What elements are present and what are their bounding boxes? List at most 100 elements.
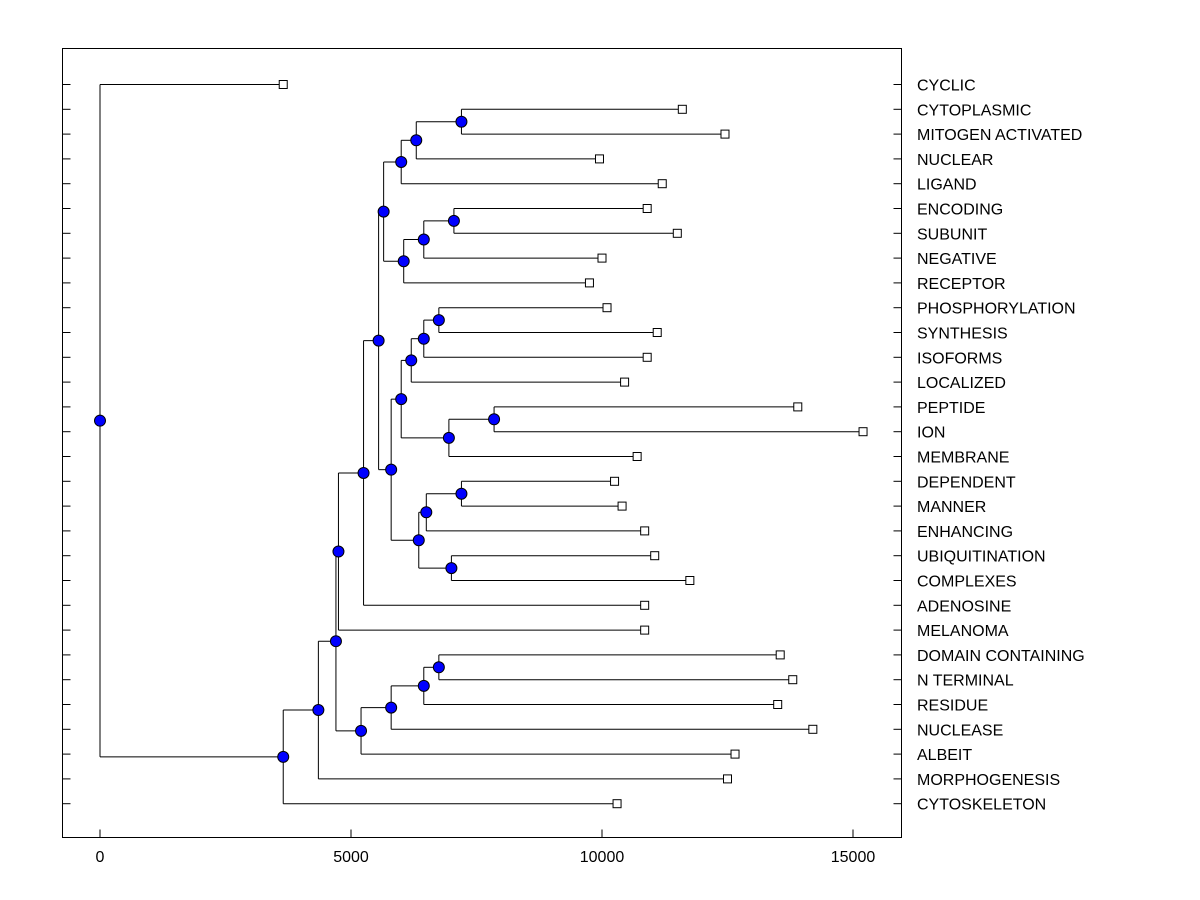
leaf-label: MORPHOGENESIS <box>917 772 1060 789</box>
leaf-marker <box>685 576 695 585</box>
merge-node <box>329 635 342 648</box>
leaf-label: NUCLEAR <box>917 152 993 169</box>
merge-node <box>385 701 398 714</box>
leaf-marker <box>610 476 620 486</box>
merge-node <box>312 704 325 717</box>
leaf-label: UBIQUITINATION <box>917 549 1046 566</box>
merge-node <box>455 487 468 500</box>
merge-node-markers <box>94 115 501 763</box>
merge-node <box>405 354 418 367</box>
leaf-label: COMPLEXES <box>917 574 1017 591</box>
leaf-label: DOMAIN CONTAINING <box>917 648 1085 665</box>
leaf-label: PHOSPHORYLATION <box>917 301 1076 318</box>
leaf-label: MITOGEN ACTIVATED <box>917 127 1082 144</box>
leaf-marker <box>808 724 818 734</box>
leaf-markers <box>278 80 868 809</box>
leaf-label: ISOFORMS <box>917 350 1002 367</box>
leaf-label: N TERMINAL <box>917 673 1014 690</box>
leaf-marker <box>788 675 798 685</box>
leaf-marker <box>617 501 627 511</box>
leaf-marker <box>584 278 594 288</box>
x-tick-label: 5000 <box>333 849 369 866</box>
x-tick-label: 10000 <box>580 849 625 866</box>
leaf-label: RECEPTOR <box>917 276 1006 293</box>
merge-node <box>332 545 345 558</box>
x-axis-tick-labels: 0 5000 10000 15000 <box>96 849 876 866</box>
merge-node <box>410 134 423 147</box>
leaf-labels: CYCLIC CYTOPLASMIC MITOGEN ACTIVATED NUCLEA… <box>917 78 1085 814</box>
leaf-marker <box>650 551 660 561</box>
dendrogram-branches <box>99 84 864 805</box>
bottom-tick-marks <box>99 829 854 838</box>
leaf-marker <box>775 650 785 660</box>
leaf-marker <box>597 253 607 263</box>
leaf-marker <box>640 526 650 536</box>
leaf-marker <box>620 377 630 387</box>
merge-node <box>432 314 445 327</box>
leaf-label: NEGATIVE <box>917 251 997 268</box>
right-tick-marks <box>893 84 902 805</box>
leaf-marker <box>677 104 687 114</box>
leaf-marker <box>672 228 682 238</box>
merge-node <box>420 506 433 519</box>
merge-node <box>417 233 430 246</box>
merge-node <box>357 466 370 479</box>
leaf-label: PEPTIDE <box>917 400 985 417</box>
merge-node <box>417 332 430 345</box>
merge-node <box>94 414 106 427</box>
merge-node <box>372 334 385 347</box>
merge-node <box>277 750 290 763</box>
leaf-marker <box>657 179 667 189</box>
merge-node <box>355 724 368 737</box>
leaf-label: ENCODING <box>917 202 1003 219</box>
leaf-marker <box>793 402 803 412</box>
x-tick-label: 0 <box>96 849 105 866</box>
merge-node <box>397 255 410 268</box>
merge-node <box>447 214 460 227</box>
leaf-label: LOCALIZED <box>917 375 1006 392</box>
x-tick-label: 15000 <box>831 849 876 866</box>
merge-node <box>445 562 458 575</box>
merge-node <box>488 413 501 426</box>
merge-node <box>395 393 408 406</box>
leaf-marker <box>652 328 662 337</box>
merge-node <box>442 431 455 444</box>
leaf-label: NUCLEASE <box>917 722 1003 739</box>
leaf-marker <box>642 204 652 213</box>
leaf-label: CYTOSKELETON <box>917 797 1046 814</box>
leaf-label: LIGAND <box>917 177 977 194</box>
leaf-marker <box>640 625 650 635</box>
leaf-label: DEPENDENT <box>917 474 1016 491</box>
leaf-label: MELANOMA <box>917 623 1009 640</box>
leaf-label: RESIDUE <box>917 698 988 715</box>
leaf-marker <box>730 749 740 759</box>
merge-node <box>417 679 430 692</box>
leaf-label: SYNTHESIS <box>917 326 1008 343</box>
leaf-label: SUBUNIT <box>917 226 987 243</box>
leaf-marker <box>278 80 288 89</box>
leaf-marker <box>612 799 622 809</box>
leaf-marker <box>640 600 650 610</box>
plot-frame <box>62 48 902 838</box>
merge-node <box>395 156 408 168</box>
merge-node <box>385 463 398 476</box>
leaf-marker <box>858 427 868 437</box>
leaf-label: ADENOSINE <box>917 598 1011 615</box>
left-tick-marks <box>62 84 71 805</box>
leaf-marker <box>642 352 652 362</box>
leaf-label: CYTOPLASMIC <box>917 102 1031 119</box>
leaf-label: MANNER <box>917 499 986 516</box>
leaf-label: ION <box>917 425 945 442</box>
leaf-label: ALBEIT <box>917 747 972 764</box>
leaf-marker <box>720 129 730 139</box>
leaf-marker <box>632 452 642 461</box>
leaf-marker <box>723 774 732 784</box>
leaf-label: ENHANCING <box>917 524 1013 541</box>
merge-node <box>455 115 468 128</box>
leaf-label: CYCLIC <box>917 78 976 95</box>
leaf-marker <box>594 154 604 164</box>
merge-node <box>377 205 390 218</box>
leaf-marker <box>602 303 612 313</box>
leaf-label: MEMBRANE <box>917 450 1009 467</box>
